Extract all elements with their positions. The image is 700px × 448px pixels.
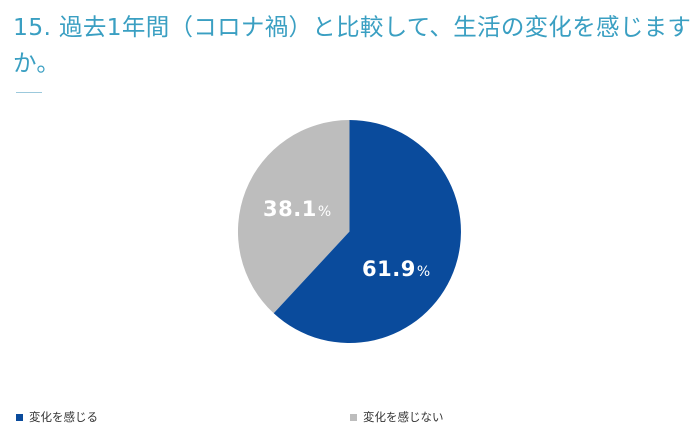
data-label-unit: % <box>317 204 332 220</box>
legend-item-change[interactable]: 変化を感じる <box>16 409 98 425</box>
legend-label: 変化を感じる <box>29 410 98 424</box>
pie-slice-no-change[interactable] <box>237 120 350 314</box>
data-label-unit: % <box>416 264 431 280</box>
legend-swatch-square-icon <box>350 413 357 421</box>
pie-slice-change[interactable] <box>273 120 461 344</box>
legend-swatch-square-icon <box>16 413 23 421</box>
data-label-value: 61.9 <box>362 257 416 281</box>
data-label-change: 61.9% <box>362 259 430 280</box>
data-label-no-change: 38.1% <box>263 199 331 220</box>
legend-label: 変化を感じない <box>363 410 444 424</box>
data-label-value: 38.1 <box>263 197 317 221</box>
legend-item-no-change[interactable]: 変化を感じない <box>350 409 444 425</box>
chart-title: 15. 過去1年間（コロナ禍）と比較して、生活の変化を感じますか。 <box>13 13 692 77</box>
title-divider <box>16 92 42 93</box>
chart-legend: 変化を感じる 変化を感じない <box>0 409 700 425</box>
